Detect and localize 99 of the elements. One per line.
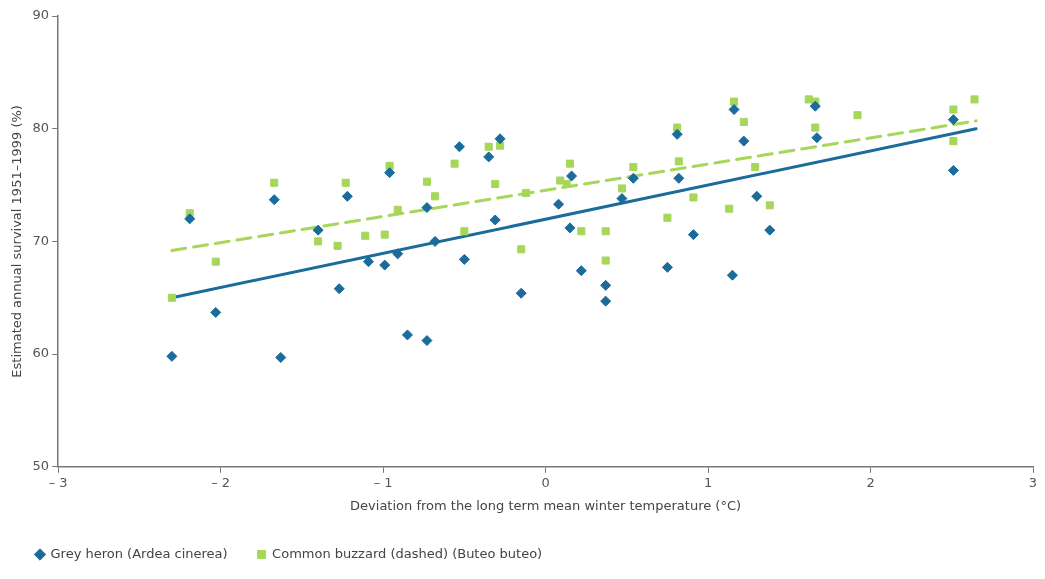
point bbox=[949, 137, 958, 146]
point bbox=[361, 231, 370, 240]
x-tick-label: – 2 bbox=[211, 474, 231, 490]
point bbox=[687, 229, 699, 241]
point bbox=[726, 269, 738, 281]
x-tick-label: 2 bbox=[866, 474, 875, 490]
point bbox=[484, 142, 493, 151]
point bbox=[674, 157, 683, 166]
point bbox=[515, 287, 527, 299]
point bbox=[431, 192, 440, 201]
point bbox=[333, 283, 345, 295]
point bbox=[450, 159, 459, 168]
point bbox=[947, 164, 959, 176]
point bbox=[453, 141, 465, 153]
point bbox=[379, 259, 391, 271]
point bbox=[577, 227, 586, 236]
x-axis-title: Deviation from the long term mean winter temperature (°C) bbox=[350, 497, 742, 513]
point bbox=[811, 132, 823, 144]
point bbox=[949, 105, 958, 114]
point bbox=[804, 95, 813, 104]
point bbox=[184, 213, 196, 225]
x-tick-label: – 1 bbox=[373, 474, 393, 490]
point bbox=[458, 253, 470, 265]
point bbox=[809, 100, 821, 112]
point bbox=[765, 201, 774, 210]
y-tick-label: 50 bbox=[32, 458, 50, 474]
point bbox=[663, 213, 672, 222]
point bbox=[362, 256, 374, 268]
point bbox=[600, 295, 612, 307]
point bbox=[565, 159, 574, 168]
y-tick-label: 90 bbox=[32, 7, 50, 23]
point bbox=[210, 306, 222, 318]
point bbox=[333, 241, 342, 250]
point bbox=[764, 224, 776, 236]
point bbox=[853, 111, 862, 120]
point bbox=[268, 194, 280, 206]
point bbox=[401, 329, 413, 341]
y-tick-label: 70 bbox=[32, 232, 50, 248]
point bbox=[312, 224, 324, 236]
point bbox=[730, 97, 739, 106]
x-tick-label: – 3 bbox=[48, 474, 68, 490]
point bbox=[629, 162, 638, 172]
point bbox=[393, 205, 402, 214]
point bbox=[275, 351, 287, 363]
point bbox=[167, 293, 176, 302]
point bbox=[661, 261, 673, 273]
point bbox=[566, 170, 578, 182]
point bbox=[673, 172, 685, 184]
point bbox=[811, 123, 820, 132]
point bbox=[556, 176, 565, 185]
point bbox=[600, 279, 612, 291]
point bbox=[689, 193, 698, 202]
x-tick-label: 3 bbox=[1028, 474, 1038, 490]
x-tick-label: 1 bbox=[703, 474, 713, 490]
x-tick-label: 0 bbox=[541, 474, 550, 490]
point bbox=[562, 179, 571, 188]
point bbox=[483, 151, 495, 163]
legend-label: Common buzzard (dashed) (Buteo buteo) bbox=[272, 545, 543, 561]
point bbox=[460, 227, 469, 236]
point bbox=[392, 248, 404, 260]
point bbox=[421, 335, 433, 347]
point bbox=[970, 95, 979, 104]
y-tick-label: 60 bbox=[32, 345, 50, 361]
legend-label: Grey heron (Ardea cinerea) bbox=[50, 545, 228, 561]
point bbox=[947, 114, 959, 126]
point bbox=[211, 257, 220, 266]
point bbox=[421, 202, 433, 214]
y-tick-label: 80 bbox=[32, 120, 50, 136]
point bbox=[384, 167, 396, 179]
point bbox=[522, 188, 531, 197]
point bbox=[380, 230, 389, 239]
point bbox=[601, 256, 610, 265]
point bbox=[751, 190, 763, 202]
point bbox=[314, 237, 323, 246]
point bbox=[422, 177, 431, 186]
y-axis-title: Estimated annual survival 1951–1999 (%) bbox=[9, 105, 25, 378]
point bbox=[601, 227, 610, 236]
point bbox=[751, 162, 760, 172]
point bbox=[166, 350, 178, 362]
point bbox=[517, 245, 526, 254]
point bbox=[673, 123, 682, 132]
point bbox=[270, 178, 279, 187]
point bbox=[728, 104, 740, 116]
point bbox=[617, 184, 626, 193]
point bbox=[489, 214, 501, 226]
point bbox=[553, 198, 565, 210]
point bbox=[429, 235, 441, 247]
point bbox=[738, 135, 750, 147]
point bbox=[494, 133, 506, 145]
point bbox=[627, 172, 639, 184]
point bbox=[671, 128, 683, 140]
point bbox=[725, 204, 734, 213]
point bbox=[739, 117, 748, 126]
point bbox=[341, 190, 353, 202]
point bbox=[575, 265, 587, 277]
point bbox=[496, 141, 505, 150]
point bbox=[491, 179, 500, 188]
point bbox=[564, 222, 576, 234]
point bbox=[341, 178, 350, 187]
